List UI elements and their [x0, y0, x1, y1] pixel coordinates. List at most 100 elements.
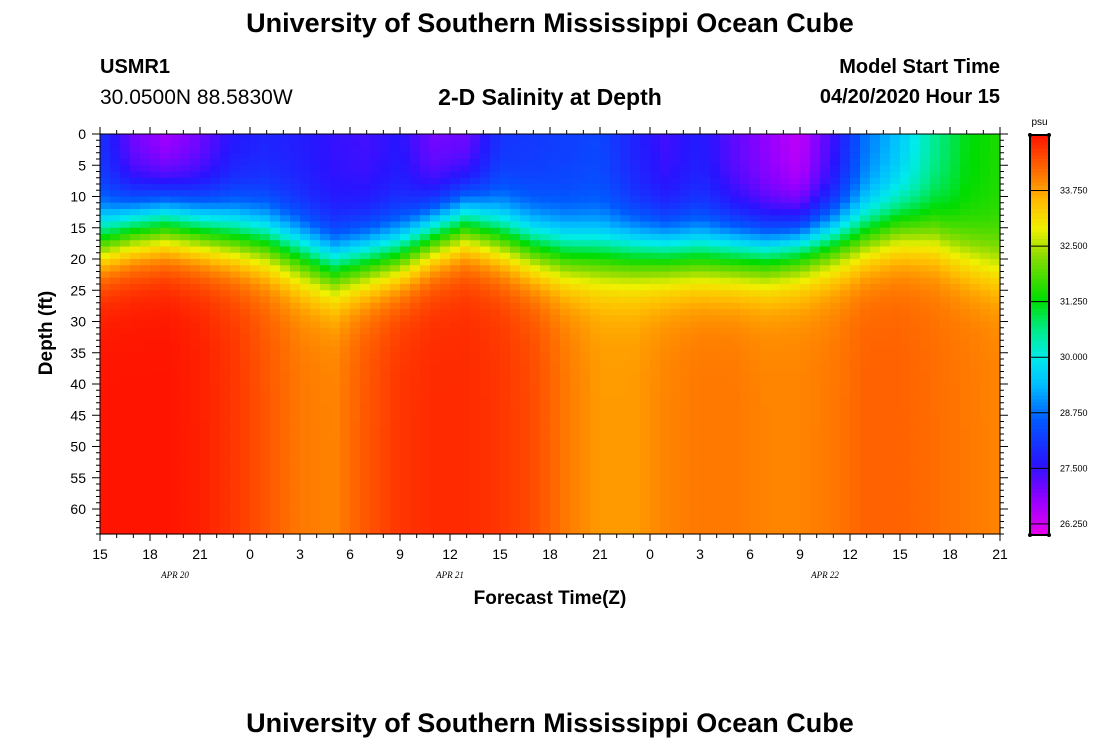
heatmap-cell: [650, 440, 661, 448]
heatmap-cell: [190, 377, 201, 385]
heatmap-cell: [240, 465, 251, 473]
heatmap-cell: [220, 334, 231, 341]
heatmap-cell: [830, 165, 841, 173]
heatmap-cell: [420, 371, 431, 379]
heatmap-cell: [520, 502, 531, 510]
heatmap-cell: [230, 402, 241, 410]
heatmap-cell: [480, 234, 491, 241]
heatmap-cell: [260, 240, 271, 248]
heatmap-cell: [440, 234, 451, 241]
heatmap-cell: [790, 321, 801, 329]
heatmap-cell: [140, 527, 151, 535]
heatmap-cell: [510, 490, 521, 498]
heatmap-cell: [680, 209, 691, 216]
heatmap-cell: [820, 202, 831, 210]
heatmap-cell: [180, 309, 191, 316]
heatmap-cell: [860, 471, 871, 479]
heatmap-cell: [520, 209, 531, 216]
heatmap-cell: [820, 209, 831, 216]
heatmap-cell: [360, 490, 371, 498]
heatmap-cell: [770, 315, 781, 323]
heatmap-cell: [230, 271, 241, 279]
heatmap-cell: [800, 471, 811, 479]
heatmap-cell: [780, 215, 791, 223]
heatmap-cell: [800, 152, 811, 160]
heatmap-cell: [120, 452, 131, 460]
heatmap-cell: [310, 465, 321, 473]
heatmap-cell: [180, 452, 191, 460]
heatmap-cell: [310, 165, 321, 173]
heatmap-cell: [410, 152, 421, 160]
heatmap-cell: [260, 246, 271, 254]
heatmap-cell: [410, 140, 421, 148]
heatmap-cell: [440, 402, 451, 410]
heatmap-cell: [160, 321, 171, 329]
heatmap-cell: [870, 509, 881, 516]
heatmap-cell: [860, 334, 871, 341]
heatmap-cell: [570, 252, 581, 260]
heatmap-cell: [180, 409, 191, 416]
heatmap-cell: [140, 296, 151, 304]
heatmap-cell: [440, 496, 451, 504]
heatmap-cell: [360, 434, 371, 441]
heatmap-cell: [730, 246, 741, 254]
heatmap-cell: [580, 334, 591, 341]
heatmap-cell: [850, 515, 861, 523]
heatmap-cell: [300, 259, 311, 266]
heatmap-cell: [540, 284, 551, 291]
heatmap-cell: [630, 390, 641, 398]
heatmap-cell: [800, 196, 811, 204]
heatmap-cell: [410, 509, 421, 516]
heatmap-cell: [770, 134, 781, 141]
heatmap-cell: [130, 365, 141, 373]
heatmap-cell: [760, 527, 771, 535]
heatmap-cell: [390, 496, 401, 504]
heatmap-cell: [230, 259, 241, 266]
heatmap-cell: [270, 290, 281, 298]
heatmap-cell: [540, 390, 551, 398]
heatmap-cell: [650, 221, 661, 229]
heatmap-cell: [160, 134, 171, 141]
heatmap-cell: [840, 327, 851, 335]
heatmap-cell: [240, 496, 251, 504]
heatmap-cell: [330, 165, 341, 173]
heatmap-cell: [120, 221, 131, 229]
heatmap-cell: [730, 402, 741, 410]
heatmap-cell: [280, 415, 291, 423]
heatmap-cell: [570, 284, 581, 291]
heatmap-cell: [260, 327, 271, 335]
heatmap-cell: [180, 327, 191, 335]
heatmap-cell: [830, 515, 841, 523]
heatmap-cell: [670, 365, 681, 373]
heatmap-cell: [180, 259, 191, 266]
heatmap-cell: [390, 246, 401, 254]
heatmap-cell: [470, 496, 481, 504]
heatmap-cell: [530, 202, 541, 210]
heatmap-cell: [340, 359, 351, 366]
heatmap-cell: [580, 290, 591, 298]
heatmap-cell: [400, 190, 411, 198]
heatmap-cell: [760, 140, 771, 148]
heatmap-cell: [220, 265, 231, 273]
heatmap-cell: [320, 234, 331, 241]
heatmap-cell: [570, 477, 581, 485]
heatmap-cell: [220, 352, 231, 360]
heatmap-cell: [130, 502, 141, 510]
heatmap-cell: [230, 477, 241, 485]
heatmap-cell: [170, 346, 181, 354]
heatmap-cell: [600, 446, 611, 454]
heatmap-cell: [570, 302, 581, 310]
heatmap-cell: [760, 359, 771, 366]
heatmap-cell: [730, 434, 741, 441]
heatmap-cell: [300, 277, 311, 285]
heatmap-cell: [190, 202, 201, 210]
heatmap-cell: [750, 234, 761, 241]
heatmap-cell: [700, 352, 711, 360]
heatmap-cell: [820, 384, 831, 391]
heatmap-cell: [790, 409, 801, 416]
heatmap-cell: [610, 477, 621, 485]
heatmap-cell: [270, 440, 281, 448]
heatmap-cell: [870, 502, 881, 510]
heatmap-cell: [510, 446, 521, 454]
heatmap-cell: [250, 221, 261, 229]
